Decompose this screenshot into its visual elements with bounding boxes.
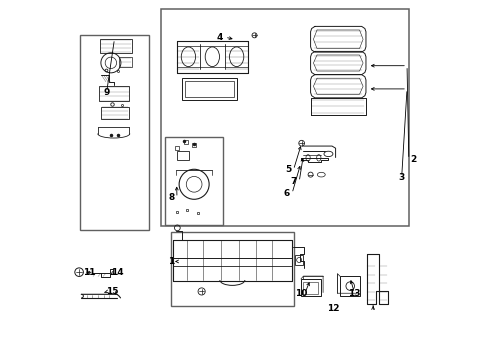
Text: 11: 11 — [82, 268, 95, 277]
Text: 13: 13 — [347, 289, 360, 298]
Bar — [182, 78, 237, 100]
Text: 6: 6 — [283, 189, 289, 198]
Text: 14: 14 — [111, 268, 124, 277]
Bar — [303, 282, 318, 294]
Text: 12: 12 — [326, 304, 339, 313]
Text: 7: 7 — [290, 177, 296, 186]
Bar — [300, 279, 320, 296]
Bar — [177, 152, 189, 160]
Bar — [80, 35, 148, 230]
Bar — [160, 9, 408, 226]
Text: 10: 10 — [294, 289, 306, 298]
Bar — [101, 107, 128, 119]
Text: 15: 15 — [106, 287, 118, 296]
Bar — [99, 86, 129, 102]
Bar — [184, 81, 234, 97]
Bar — [119, 58, 131, 67]
Bar — [171, 232, 293, 306]
Text: 9: 9 — [103, 88, 110, 97]
Text: 8: 8 — [168, 193, 174, 202]
Bar — [100, 39, 131, 53]
Bar — [165, 137, 223, 225]
Text: 4: 4 — [216, 33, 222, 42]
Text: 5: 5 — [285, 166, 291, 175]
Bar — [295, 255, 303, 265]
Text: 2: 2 — [409, 155, 415, 164]
Bar — [340, 276, 359, 296]
Text: 3: 3 — [398, 173, 404, 182]
Text: 1: 1 — [168, 257, 174, 266]
